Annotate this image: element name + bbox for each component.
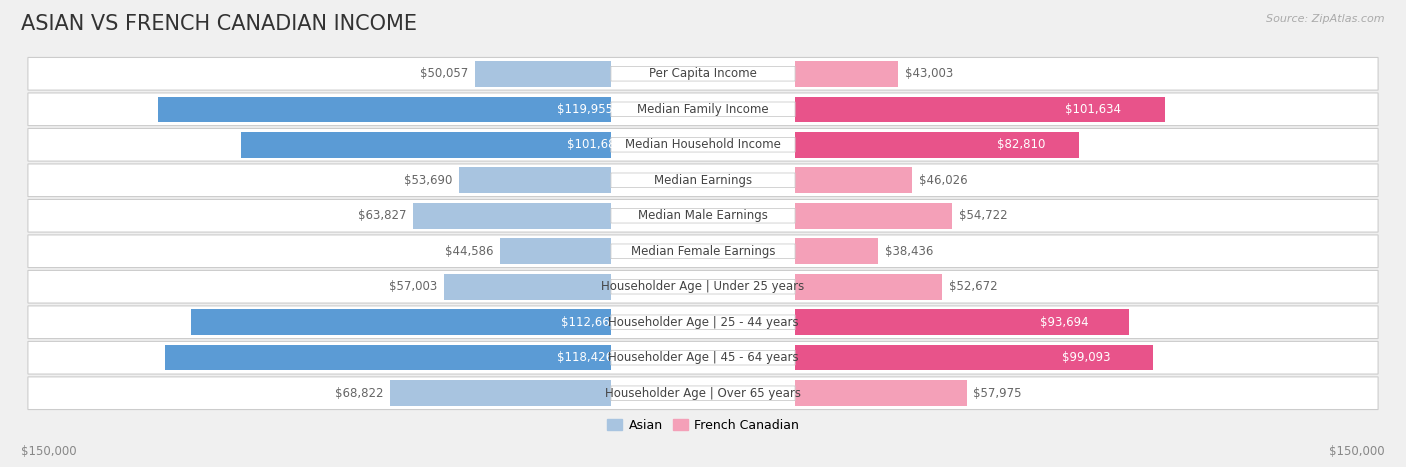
- Text: Median Household Income: Median Household Income: [626, 138, 780, 151]
- Text: $150,000: $150,000: [1329, 445, 1385, 458]
- FancyBboxPatch shape: [28, 57, 1378, 90]
- Bar: [501, 239, 612, 264]
- Text: ASIAN VS FRENCH CANADIAN INCOME: ASIAN VS FRENCH CANADIAN INCOME: [21, 14, 418, 34]
- Text: Householder Age | 25 - 44 years: Householder Age | 25 - 44 years: [607, 316, 799, 329]
- Text: $99,093: $99,093: [1062, 351, 1111, 364]
- FancyBboxPatch shape: [28, 377, 1378, 410]
- Text: Median Family Income: Median Family Income: [637, 103, 769, 116]
- Bar: [794, 345, 1153, 370]
- Text: $44,586: $44,586: [444, 245, 494, 258]
- Text: $101,681: $101,681: [567, 138, 623, 151]
- Text: $63,827: $63,827: [357, 209, 406, 222]
- FancyBboxPatch shape: [612, 279, 794, 294]
- Bar: [794, 132, 1080, 157]
- FancyBboxPatch shape: [28, 164, 1378, 197]
- Text: $118,426: $118,426: [557, 351, 613, 364]
- FancyBboxPatch shape: [612, 350, 794, 365]
- Text: $54,722: $54,722: [959, 209, 1007, 222]
- Text: Median Earnings: Median Earnings: [654, 174, 752, 187]
- Bar: [413, 203, 612, 228]
- Text: $57,975: $57,975: [973, 387, 1022, 400]
- Text: Householder Age | 45 - 64 years: Householder Age | 45 - 64 years: [607, 351, 799, 364]
- Text: Per Capita Income: Per Capita Income: [650, 67, 756, 80]
- FancyBboxPatch shape: [612, 102, 794, 117]
- Text: $68,822: $68,822: [335, 387, 384, 400]
- Bar: [794, 203, 952, 228]
- FancyBboxPatch shape: [612, 386, 794, 401]
- Text: $52,672: $52,672: [949, 280, 998, 293]
- Text: Householder Age | Under 25 years: Householder Age | Under 25 years: [602, 280, 804, 293]
- FancyBboxPatch shape: [28, 306, 1378, 339]
- Bar: [794, 97, 1166, 122]
- Text: Source: ZipAtlas.com: Source: ZipAtlas.com: [1267, 14, 1385, 24]
- Text: $50,057: $50,057: [420, 67, 468, 80]
- Text: $101,634: $101,634: [1064, 103, 1121, 116]
- Bar: [157, 97, 612, 122]
- FancyBboxPatch shape: [612, 244, 794, 259]
- FancyBboxPatch shape: [28, 93, 1378, 126]
- Text: Householder Age | Over 65 years: Householder Age | Over 65 years: [605, 387, 801, 400]
- Bar: [475, 61, 612, 86]
- FancyBboxPatch shape: [28, 199, 1378, 232]
- Text: $119,955: $119,955: [557, 103, 613, 116]
- FancyBboxPatch shape: [28, 235, 1378, 268]
- Bar: [191, 310, 612, 335]
- Text: $150,000: $150,000: [21, 445, 77, 458]
- Bar: [444, 274, 612, 299]
- Bar: [240, 132, 612, 157]
- Bar: [165, 345, 612, 370]
- FancyBboxPatch shape: [28, 341, 1378, 374]
- Text: $82,810: $82,810: [997, 138, 1045, 151]
- FancyBboxPatch shape: [612, 208, 794, 223]
- Bar: [794, 274, 942, 299]
- Text: $46,026: $46,026: [920, 174, 967, 187]
- Text: $38,436: $38,436: [884, 245, 934, 258]
- Text: $93,694: $93,694: [1040, 316, 1088, 329]
- FancyBboxPatch shape: [612, 315, 794, 330]
- Text: $57,003: $57,003: [389, 280, 437, 293]
- FancyBboxPatch shape: [28, 128, 1378, 161]
- FancyBboxPatch shape: [612, 137, 794, 152]
- Text: $53,690: $53,690: [404, 174, 453, 187]
- Text: $112,666: $112,666: [561, 316, 617, 329]
- FancyBboxPatch shape: [28, 270, 1378, 303]
- FancyBboxPatch shape: [612, 66, 794, 81]
- Legend: Asian, French Canadian: Asian, French Canadian: [602, 414, 804, 437]
- Bar: [794, 239, 877, 264]
- Text: Median Female Earnings: Median Female Earnings: [631, 245, 775, 258]
- Bar: [794, 381, 966, 406]
- Bar: [389, 381, 612, 406]
- Bar: [794, 310, 1129, 335]
- Text: $43,003: $43,003: [905, 67, 953, 80]
- Bar: [794, 61, 898, 86]
- Text: Median Male Earnings: Median Male Earnings: [638, 209, 768, 222]
- Bar: [794, 168, 912, 193]
- Bar: [458, 168, 612, 193]
- FancyBboxPatch shape: [612, 173, 794, 188]
